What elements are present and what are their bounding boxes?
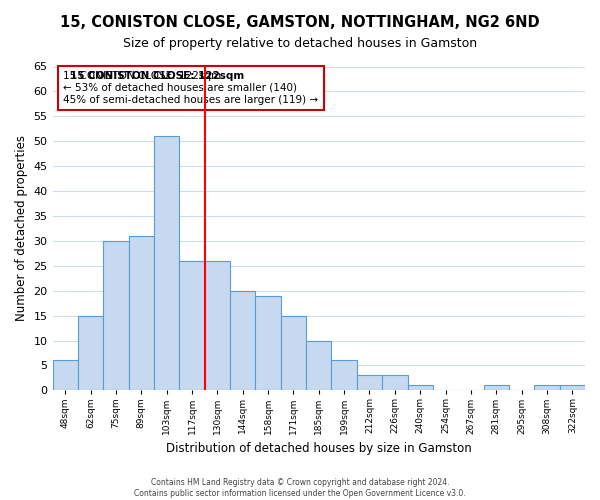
Bar xyxy=(357,376,382,390)
Bar xyxy=(407,386,433,390)
Bar xyxy=(103,241,128,390)
Bar xyxy=(230,290,256,390)
Bar xyxy=(78,316,103,390)
Bar xyxy=(484,386,509,390)
Bar xyxy=(331,360,357,390)
Bar xyxy=(560,386,585,390)
Text: 15 CONISTON CLOSE: 122sqm: 15 CONISTON CLOSE: 122sqm xyxy=(70,72,244,82)
Text: Contains HM Land Registry data © Crown copyright and database right 2024.
Contai: Contains HM Land Registry data © Crown c… xyxy=(134,478,466,498)
X-axis label: Distribution of detached houses by size in Gamston: Distribution of detached houses by size … xyxy=(166,442,472,455)
Bar xyxy=(53,360,78,390)
Bar xyxy=(306,340,331,390)
Bar xyxy=(128,236,154,390)
Bar xyxy=(256,296,281,390)
Bar xyxy=(534,386,560,390)
Bar xyxy=(281,316,306,390)
Bar xyxy=(154,136,179,390)
Text: Size of property relative to detached houses in Gamston: Size of property relative to detached ho… xyxy=(123,38,477,51)
Text: 15, CONISTON CLOSE, GAMSTON, NOTTINGHAM, NG2 6ND: 15, CONISTON CLOSE, GAMSTON, NOTTINGHAM,… xyxy=(60,15,540,30)
Text: 15 CONISTON CLOSE: 122sqm
← 53% of detached houses are smaller (140)
45% of semi: 15 CONISTON CLOSE: 122sqm ← 53% of detac… xyxy=(63,72,319,104)
Bar xyxy=(179,261,205,390)
Bar xyxy=(205,261,230,390)
Y-axis label: Number of detached properties: Number of detached properties xyxy=(15,136,28,322)
Bar xyxy=(382,376,407,390)
